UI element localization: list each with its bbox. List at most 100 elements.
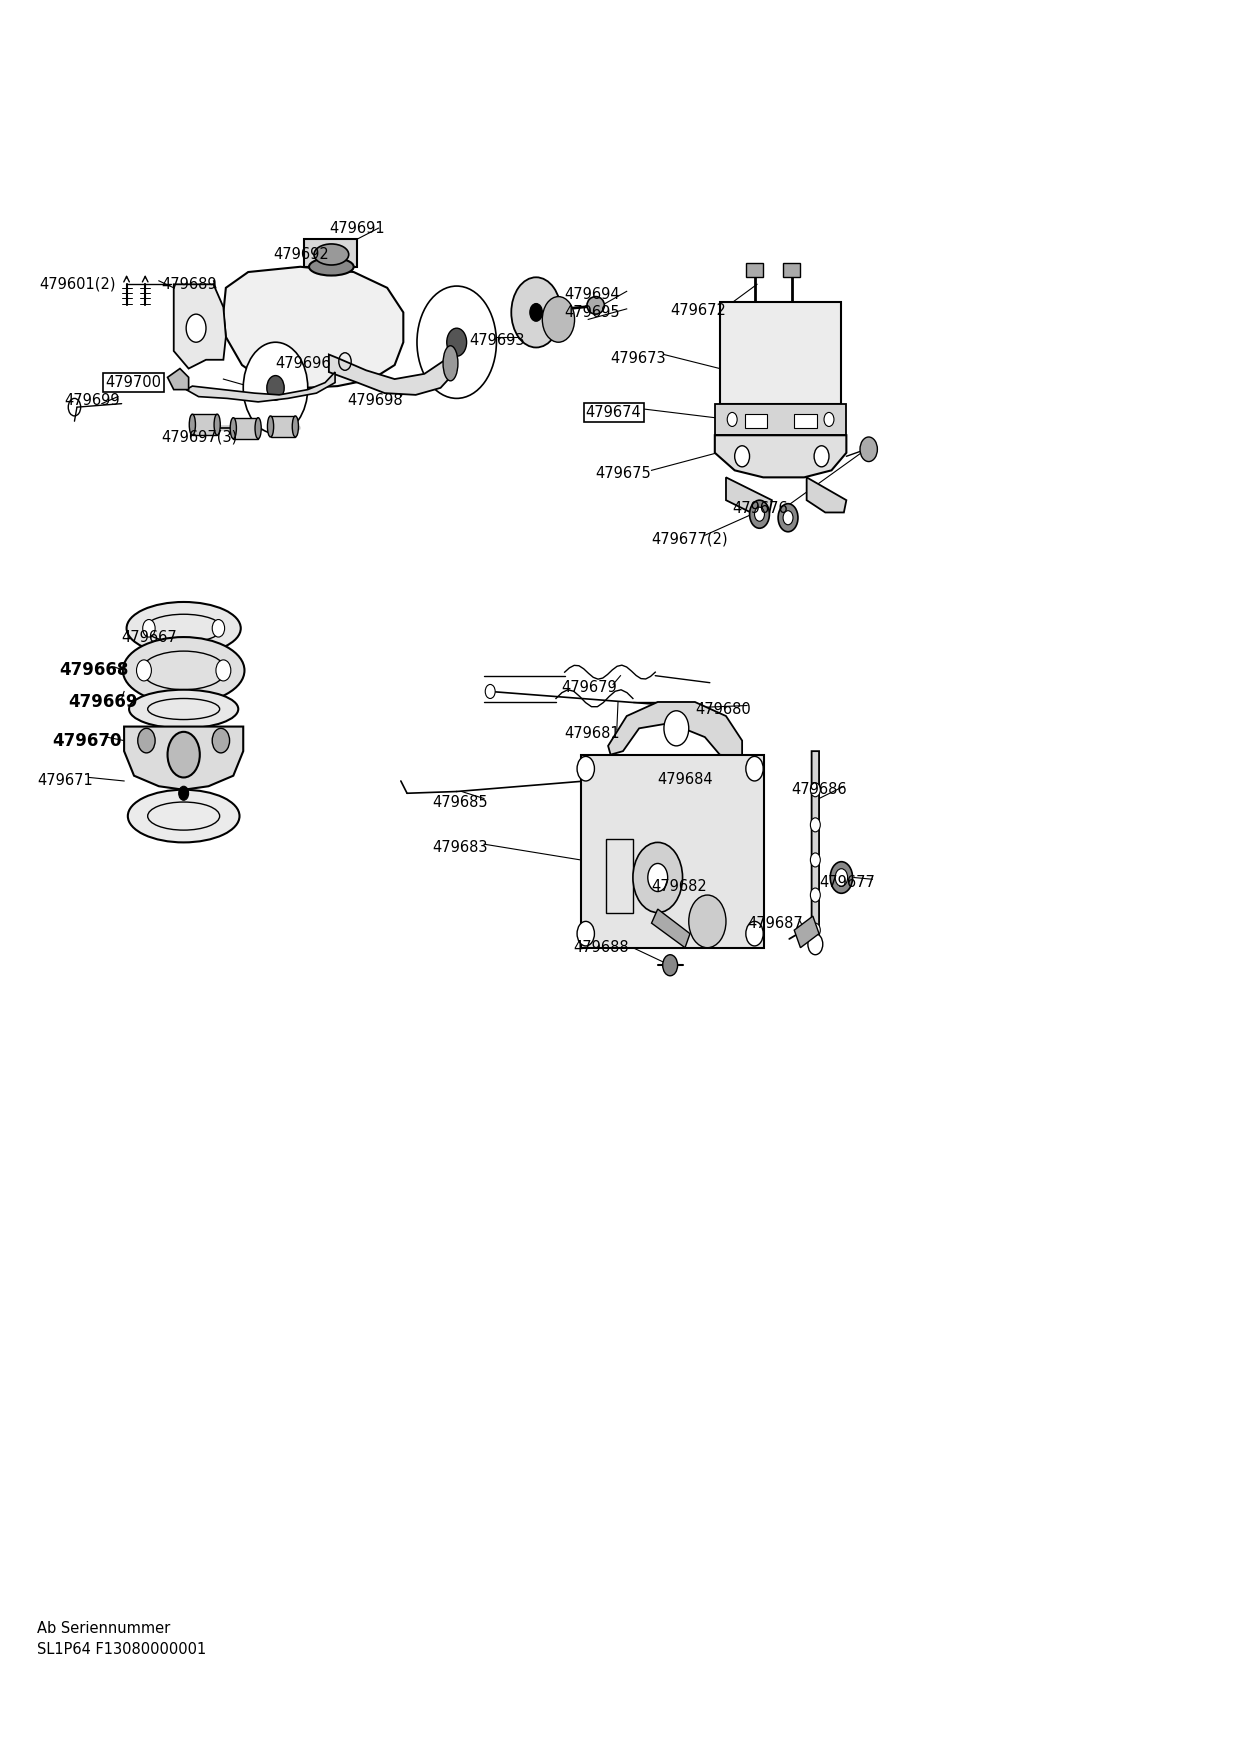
Text: 479674: 479674 — [586, 405, 642, 419]
Circle shape — [648, 863, 668, 892]
Circle shape — [830, 862, 853, 893]
Polygon shape — [271, 416, 295, 437]
Text: 479687: 479687 — [747, 916, 803, 930]
Text: 479677: 479677 — [819, 876, 875, 890]
Text: 479680: 479680 — [695, 702, 751, 716]
Circle shape — [633, 842, 683, 913]
Ellipse shape — [127, 602, 241, 655]
Text: 479669: 479669 — [68, 693, 138, 711]
Circle shape — [689, 895, 726, 948]
Circle shape — [447, 328, 467, 356]
Text: 479676: 479676 — [732, 502, 788, 516]
Text: SL1P64 F13080000001: SL1P64 F13080000001 — [37, 1643, 206, 1657]
Text: 479670: 479670 — [52, 732, 122, 749]
Text: 479693: 479693 — [469, 333, 525, 347]
Circle shape — [750, 500, 769, 528]
Text: 479677(2): 479677(2) — [652, 532, 728, 546]
Polygon shape — [174, 284, 226, 369]
Circle shape — [186, 314, 206, 342]
Circle shape — [179, 786, 189, 800]
Circle shape — [143, 620, 155, 637]
Ellipse shape — [268, 416, 274, 437]
Text: 479671: 479671 — [37, 774, 93, 788]
Bar — [581, 755, 764, 948]
Circle shape — [824, 412, 834, 426]
Polygon shape — [608, 702, 742, 758]
Polygon shape — [192, 414, 217, 435]
Text: 479700: 479700 — [105, 376, 161, 390]
Ellipse shape — [123, 637, 244, 704]
Circle shape — [663, 955, 678, 976]
Text: 479694: 479694 — [565, 288, 620, 302]
Circle shape — [746, 921, 763, 946]
Circle shape — [735, 446, 750, 467]
Text: 479686: 479686 — [792, 783, 848, 797]
Circle shape — [417, 286, 496, 398]
Circle shape — [808, 934, 823, 955]
Circle shape — [755, 507, 764, 521]
Polygon shape — [726, 477, 772, 512]
Text: 479685: 479685 — [432, 795, 488, 809]
Circle shape — [212, 620, 225, 637]
Text: 479699: 479699 — [65, 393, 120, 407]
Polygon shape — [652, 909, 690, 948]
Bar — [715, 404, 846, 435]
Text: 479688: 479688 — [573, 941, 629, 955]
Circle shape — [137, 660, 151, 681]
Ellipse shape — [128, 790, 240, 842]
Polygon shape — [124, 727, 243, 790]
Circle shape — [168, 732, 200, 777]
Polygon shape — [807, 477, 846, 512]
Polygon shape — [794, 916, 819, 948]
Text: 479689: 479689 — [161, 277, 217, 291]
Text: 479695: 479695 — [565, 305, 620, 319]
Ellipse shape — [309, 258, 354, 276]
Polygon shape — [304, 239, 357, 267]
Text: 479697(3): 479697(3) — [161, 430, 237, 444]
Polygon shape — [186, 372, 335, 402]
Circle shape — [810, 783, 820, 797]
Circle shape — [814, 446, 829, 467]
Circle shape — [212, 728, 230, 753]
Text: 479682: 479682 — [652, 879, 707, 893]
Ellipse shape — [129, 690, 238, 728]
Text: 479601(2): 479601(2) — [40, 277, 117, 291]
Circle shape — [664, 711, 689, 746]
Text: Ab Seriennummer: Ab Seriennummer — [37, 1622, 170, 1636]
Text: 479691: 479691 — [329, 221, 385, 235]
Polygon shape — [329, 355, 457, 395]
Circle shape — [783, 511, 793, 525]
Circle shape — [810, 818, 820, 832]
Bar — [606, 839, 633, 913]
Text: 479673: 479673 — [611, 351, 666, 365]
Text: 479668: 479668 — [60, 662, 129, 679]
Text: 479684: 479684 — [658, 772, 714, 786]
Circle shape — [577, 756, 594, 781]
Polygon shape — [168, 369, 189, 390]
Text: 479681: 479681 — [565, 727, 620, 741]
Text: 479698: 479698 — [347, 393, 403, 407]
Text: 479672: 479672 — [670, 304, 726, 318]
Circle shape — [216, 660, 231, 681]
Bar — [746, 263, 763, 277]
Circle shape — [835, 869, 848, 886]
Text: 479679: 479679 — [561, 681, 617, 695]
Circle shape — [810, 923, 820, 937]
Text: 479696: 479696 — [276, 356, 331, 370]
Bar — [783, 263, 800, 277]
Bar — [745, 414, 767, 428]
Polygon shape — [812, 751, 819, 951]
Bar — [720, 302, 841, 404]
Polygon shape — [223, 267, 403, 388]
Ellipse shape — [293, 416, 299, 437]
Ellipse shape — [189, 414, 195, 435]
Polygon shape — [715, 435, 846, 477]
Ellipse shape — [314, 244, 349, 265]
Ellipse shape — [256, 418, 262, 439]
Circle shape — [243, 342, 308, 433]
Circle shape — [530, 304, 542, 321]
Circle shape — [727, 412, 737, 426]
Text: 479683: 479683 — [432, 841, 488, 855]
Circle shape — [511, 277, 561, 347]
Circle shape — [860, 437, 877, 462]
